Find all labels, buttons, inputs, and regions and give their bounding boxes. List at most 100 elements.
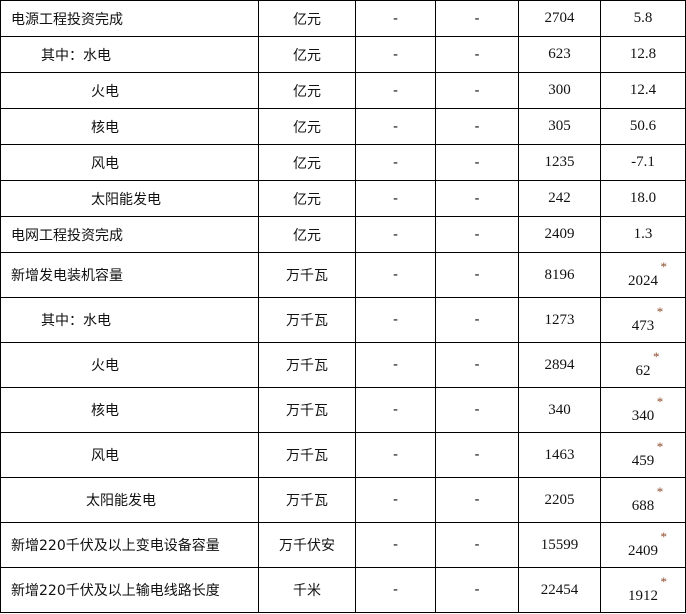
growth-cell: 12.8 <box>600 36 686 73</box>
table-row: 其中：水电 亿元 - - 623 12.8 <box>0 36 686 73</box>
table-row: 核电 万千瓦 - -340 340 * <box>0 387 686 433</box>
starred-value: 340 * <box>632 394 664 425</box>
growth-text: 2409 <box>628 542 658 559</box>
asterisk-mark: * <box>656 393 664 409</box>
growth-text: 18.0 <box>629 190 657 206</box>
growth-text: 50.6 <box>629 118 657 134</box>
item-name-cell: 太阳能发电 <box>0 477 259 523</box>
dash-cell: - <box>355 36 436 73</box>
dash-text: - <box>392 402 399 418</box>
item-name-text: 新增发电装机容量 <box>11 268 123 284</box>
growth-cell: 459 * <box>600 432 686 478</box>
table-row: 新增发电装机容量 万千瓦 - - 8196 2024 * <box>0 252 686 298</box>
dash-cell: - <box>435 522 519 568</box>
value-cell: 22454 <box>518 567 601 613</box>
value-cell: 1463 <box>518 432 601 478</box>
unit-cell: 亿元 <box>258 36 356 73</box>
item-name-text: 核电 <box>91 119 119 136</box>
dash-text: - <box>474 82 480 99</box>
item-name-cell: 风电 <box>0 144 259 181</box>
dash-cell: - <box>435 297 519 343</box>
dash-text: - <box>392 190 399 207</box>
dash-cell: - <box>435 36 519 73</box>
dash-cell: - <box>355 477 436 523</box>
value-cell: 8196 <box>518 252 601 298</box>
table-row: 风电 万千瓦 - - 1463 459 * <box>0 432 686 478</box>
table-row: 电源工程投资完成 亿元 - - 2704 5.8 <box>0 0 686 37</box>
starred-value: 1912 * <box>628 574 667 605</box>
growth-cell: 473 * <box>600 297 686 343</box>
value-text: 242 <box>548 190 571 206</box>
dash-cell: - <box>435 144 519 181</box>
dash-text: - <box>474 402 480 418</box>
item-name-cell: 新增220千伏及以上输电线路长度 <box>0 567 259 613</box>
dash-cell: - <box>435 432 519 478</box>
unit-text: 亿元 <box>293 119 321 136</box>
unit-cell: 亿元 <box>258 216 356 253</box>
asterisk-mark: * <box>660 258 668 274</box>
growth-cell: 12.4 <box>600 72 686 109</box>
dash-cell: - <box>355 252 436 298</box>
dash-cell: - <box>435 387 519 433</box>
value-cell: 300 <box>518 72 601 109</box>
value-text: 1235 <box>544 154 575 170</box>
dash-text: - <box>392 357 399 373</box>
growth-text: 12.8 <box>629 46 657 62</box>
table-row: 新增220千伏及以上输电线路长度 千米 - - 22454 1912 * <box>0 567 686 613</box>
table-row: 电网工程投资完成 亿元 - - 2409 1.3 <box>0 216 686 253</box>
value-text: 305 <box>548 118 571 134</box>
growth-text: 5.8 <box>633 10 653 26</box>
item-name-text: 新增220千伏及以上输电线路长度 <box>11 583 220 599</box>
dash-text: - <box>474 312 480 328</box>
dash-text: - <box>392 118 399 135</box>
growth-cell: 5.8 <box>600 0 686 37</box>
dash-text: - <box>474 492 480 508</box>
item-name-text: 风电 <box>91 155 119 172</box>
value-cell: 2205 <box>518 477 601 523</box>
growth-text: -7.1 <box>631 154 655 170</box>
unit-cell: 万千瓦 <box>258 477 356 523</box>
starred-value: 2409 * <box>628 529 667 560</box>
value-cell: 2894 <box>518 342 601 388</box>
dash-text: - <box>474 447 480 463</box>
value-text: 340 <box>548 401 571 418</box>
dash-text: - <box>474 154 480 171</box>
dash-cell: - <box>435 252 519 298</box>
item-name-cell: 其中：水电 <box>0 297 259 343</box>
table-row: 核电 亿元 - - 305 50.6 <box>0 108 686 145</box>
dash-text: - <box>474 537 480 553</box>
unit-cell: 亿元 <box>258 180 356 217</box>
value-text: 1463 <box>544 446 575 463</box>
dash-text: - <box>392 82 399 99</box>
unit-text: 万千伏安 <box>279 538 335 554</box>
growth-text: 1.3 <box>633 226 653 242</box>
unit-text: 亿元 <box>293 191 321 208</box>
unit-cell: 亿元 <box>258 144 356 181</box>
table-row: 火电 万千瓦 - - 2894 62 * <box>0 342 686 388</box>
value-text: 623 <box>548 46 571 62</box>
asterisk-mark: * <box>653 348 660 364</box>
table-row: 风电 亿元 - - 1235 -7.1 <box>0 144 686 181</box>
asterisk-mark: * <box>660 528 668 544</box>
item-name-text: 太阳能发电 <box>91 191 161 208</box>
item-name-cell: 太阳能发电 <box>0 180 259 217</box>
item-name-text: 核电 <box>91 403 119 419</box>
unit-text: 千米 <box>293 583 321 599</box>
item-name-cell: 核电 <box>0 108 259 145</box>
item-name-cell: 电源工程投资完成 <box>0 0 259 37</box>
unit-text: 万千瓦 <box>286 493 328 509</box>
growth-cell: 340 * <box>600 387 686 433</box>
dash-text: - <box>392 267 399 283</box>
value-cell: 1273 <box>518 297 601 343</box>
unit-text: 亿元 <box>293 227 321 244</box>
starred-value: 62 * <box>636 349 660 380</box>
unit-text: 亿元 <box>293 155 321 172</box>
item-name-cell: 其中：水电 <box>0 36 259 73</box>
dash-cell: - <box>435 567 519 613</box>
table-row: 其中：水电 万千瓦 - - 1273 473 * <box>0 297 686 343</box>
table-row: 太阳能发电 万千瓦 - - 2205 688 * <box>0 477 686 523</box>
table-row: 新增220千伏及以上变电设备容量 万千伏安 - - 15599 2409 * <box>0 522 686 568</box>
item-name-cell: 风电 <box>0 432 259 478</box>
dash-cell: - <box>355 108 436 145</box>
